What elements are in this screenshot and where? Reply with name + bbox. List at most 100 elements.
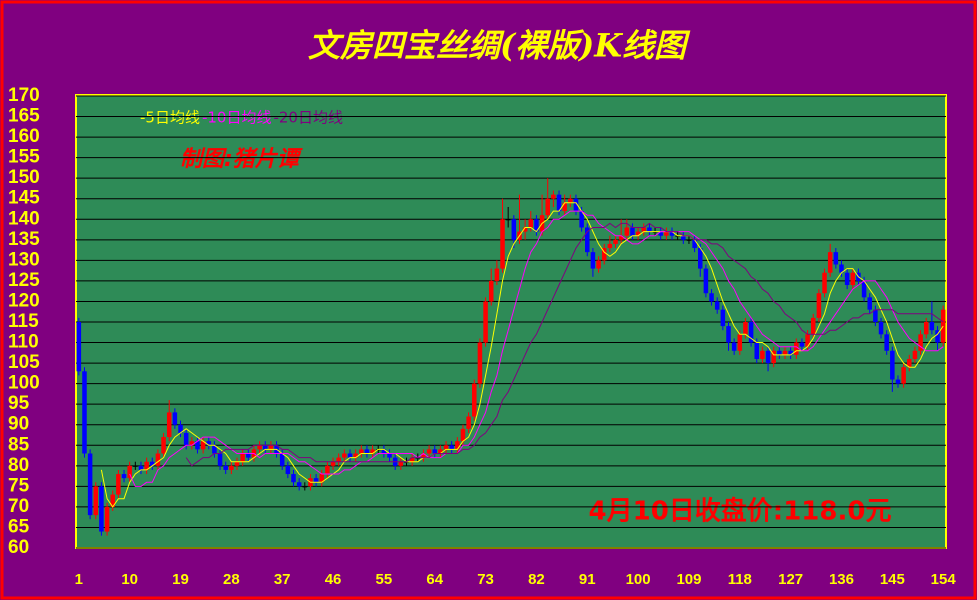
candle-body: [285, 465, 291, 475]
candle-body: [748, 322, 754, 343]
candle-body: [788, 350, 793, 355]
candle-body: [296, 482, 302, 487]
candle-body: [624, 227, 630, 236]
candle-body: [116, 474, 121, 495]
candle-body: [330, 461, 336, 466]
candle-body: [601, 248, 607, 261]
candle-body: [494, 268, 500, 281]
candle-body: [833, 252, 839, 265]
x-tick-label: 82: [528, 571, 545, 588]
y-tick-label: 90: [8, 414, 29, 435]
candle-body: [206, 441, 212, 446]
candle-body: [873, 309, 878, 322]
candle-body: [737, 334, 743, 351]
candle-body: [166, 412, 172, 438]
candle-body: [409, 457, 415, 462]
candle-body: [912, 350, 918, 359]
x-tick-label: 10: [121, 571, 138, 588]
candle-body: [754, 342, 760, 359]
candle-body: [681, 235, 686, 240]
candle-body: [743, 322, 748, 335]
y-tick-label: 150: [8, 167, 40, 188]
candle-body: [585, 227, 590, 253]
candle-body: [449, 445, 454, 450]
candle-body: [87, 453, 93, 516]
x-tick-label: 1: [75, 571, 83, 588]
candle-body: [568, 198, 573, 203]
candle-body: [488, 280, 494, 302]
candle-body: [669, 231, 675, 236]
candle-body: [500, 219, 505, 269]
candle-body: [810, 317, 816, 335]
candle-body: [918, 334, 923, 351]
x-tick-label: 100: [626, 571, 651, 588]
moving-average-line: [185, 222, 944, 467]
x-tick-label: 73: [477, 571, 494, 588]
candle-body: [229, 465, 234, 470]
candle-body: [895, 379, 901, 384]
candle-body: [839, 264, 844, 273]
y-tick-label: 115: [8, 311, 39, 332]
candle-body: [359, 449, 364, 454]
candle-body: [189, 441, 195, 446]
y-tick-label: 110: [8, 332, 39, 353]
y-tick-label: 75: [8, 475, 30, 496]
candle-body: [607, 243, 613, 249]
candle-body: [664, 231, 669, 236]
candle-body: [319, 474, 325, 483]
candle-body: [472, 383, 477, 417]
moving-average-line: [129, 210, 944, 487]
candle-body: [279, 453, 285, 466]
candle-body: [596, 260, 601, 269]
x-tick-label: 37: [274, 571, 291, 588]
candle-body: [93, 486, 99, 516]
candle-body: [805, 334, 810, 347]
candle-body: [426, 449, 432, 454]
y-tick-label: 140: [8, 208, 40, 229]
candle-body: [212, 445, 217, 454]
candle-body: [590, 252, 596, 269]
y-tick-label: 70: [8, 496, 29, 517]
candle-body: [867, 297, 872, 310]
candle-body: [336, 457, 341, 462]
chart-title: 文房四宝丝绸(裸版)K线图: [308, 27, 691, 65]
candle-body: [195, 441, 200, 450]
candle-body: [302, 486, 308, 488]
x-tick-label: 145: [880, 571, 905, 588]
candle-body: [483, 301, 488, 343]
x-tick-label: 136: [829, 571, 854, 588]
candle-body: [200, 441, 206, 450]
candle-body: [127, 465, 132, 479]
candle-body: [675, 235, 680, 237]
y-tick-label: 165: [8, 106, 40, 127]
candle-body: [771, 350, 776, 364]
candle-body: [765, 350, 771, 364]
y-tick-label: 105: [8, 352, 40, 373]
candle-body: [647, 227, 652, 232]
candle-body: [387, 453, 392, 458]
candle-body: [551, 194, 556, 199]
y-tick-label: 135: [8, 229, 40, 250]
candle-body: [573, 198, 579, 212]
candle-body: [325, 465, 330, 475]
candle-body: [528, 219, 534, 228]
candle-body: [850, 272, 856, 286]
y-tick-label: 130: [8, 249, 40, 270]
candle-body: [257, 445, 262, 450]
candle-body: [398, 461, 404, 466]
candle-body: [421, 453, 426, 458]
candle-body: [381, 449, 387, 454]
y-tick-label: 125: [8, 270, 40, 291]
candle-body: [794, 342, 799, 355]
candle-body: [534, 219, 539, 232]
candle-body: [438, 449, 443, 454]
y-tick-label: 155: [8, 147, 40, 168]
candle-body: [99, 486, 104, 532]
candle-body: [709, 293, 714, 302]
y-tick-label: 60: [8, 537, 29, 558]
candle-body: [618, 235, 624, 240]
candle-body: [760, 350, 765, 359]
candle-body: [234, 461, 240, 466]
candle-body: [178, 424, 183, 433]
